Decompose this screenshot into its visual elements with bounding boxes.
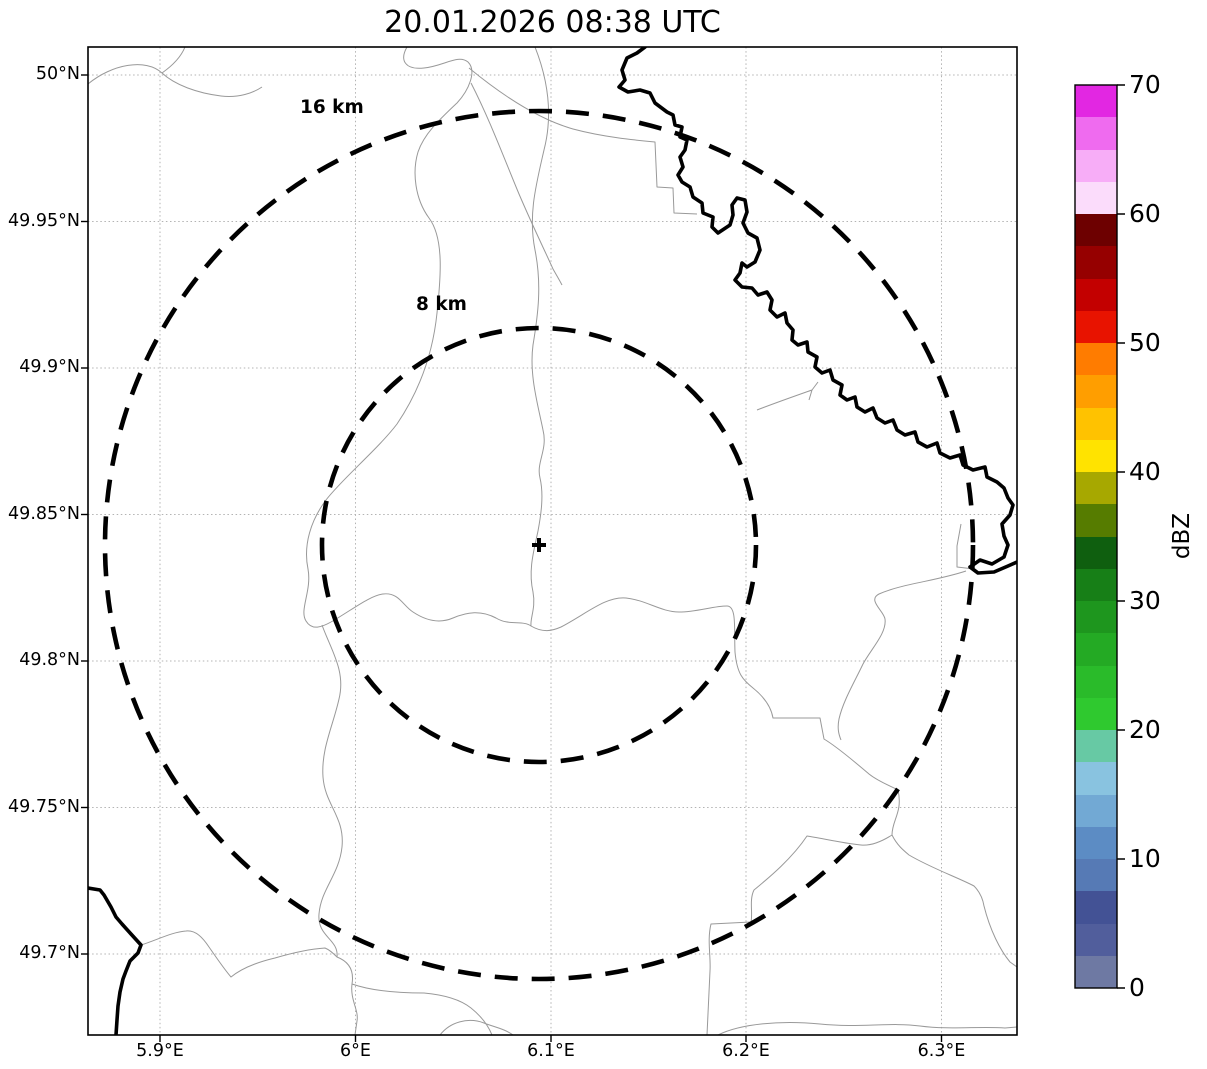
colorbar-band: [1075, 794, 1117, 827]
colorbar-band: [1075, 310, 1117, 343]
range-ring-label-16km: 16 km: [300, 97, 364, 118]
range-ring-16km: [102, 108, 976, 982]
colorbar-band: [1075, 536, 1117, 569]
graticule-grid: [88, 47, 1017, 1035]
figure-title: 20.01.2026 08:38 UTC: [384, 5, 721, 40]
colorbar-band: [1075, 955, 1117, 988]
colorbar-tick-label: 0: [1129, 973, 1145, 1002]
colorbar-band: [1075, 858, 1117, 892]
range-ring-label-8km: 8 km: [416, 294, 467, 315]
axis-ticks: [81, 74, 943, 1042]
colorbar-band: [1075, 471, 1117, 505]
colorbar-tick-label: 50: [1129, 328, 1161, 357]
lon-tick-label: 6.3°E: [917, 1041, 966, 1061]
colorbar-band: [1075, 342, 1117, 376]
lat-tick-label: 49.95°N: [8, 211, 80, 231]
lon-tick-label: 5.9°E: [136, 1041, 184, 1061]
colorbar-band: [1075, 407, 1117, 440]
admin-boundaries: [88, 47, 1017, 1035]
colorbar-axis-label: dBZ: [1169, 512, 1195, 560]
colorbar-tick-label: 20: [1129, 715, 1161, 744]
colorbar-band: [1075, 665, 1117, 698]
lat-tick-label: 49.85°N: [8, 504, 80, 524]
colorbar-band: [1075, 923, 1117, 956]
colorbar-tick-label: 40: [1129, 457, 1161, 486]
colorbar-band: [1075, 729, 1117, 763]
radar-site-cross-icon: [532, 538, 546, 552]
colorbar-band: [1075, 826, 1117, 859]
colorbar-band: [1075, 116, 1117, 150]
lon-tick-label: 6.1°E: [527, 1041, 575, 1061]
colorbar-band: [1075, 697, 1117, 730]
colorbar-tick-label: 10: [1129, 844, 1161, 873]
lat-tick-label: 49.9°N: [19, 357, 80, 377]
colorbar-band: [1075, 890, 1117, 924]
colorbar-band: [1075, 374, 1117, 408]
colorbar-band: [1075, 439, 1117, 472]
colorbar-tick-label: 60: [1129, 199, 1161, 228]
colorbar-band: [1075, 213, 1117, 247]
colorbar-band: [1075, 600, 1117, 634]
colorbar-ticks: [1117, 84, 1125, 989]
colorbar-band: [1075, 181, 1117, 214]
colorbar-tick-label: 30: [1129, 586, 1161, 615]
colorbar-band: [1075, 84, 1117, 118]
plot-frame: [87, 46, 1018, 1036]
colorbar-band: [1075, 761, 1117, 795]
lat-tick-label: 49.7°N: [19, 943, 80, 963]
colorbar-band: [1075, 245, 1117, 279]
colorbar-band: [1075, 632, 1117, 666]
lat-tick-label: 49.75°N: [8, 797, 80, 817]
lat-tick-label: 49.8°N: [19, 650, 80, 670]
colorbar-band: [1075, 568, 1117, 601]
lat-tick-label: 50°N: [35, 64, 80, 84]
range-ring-8km: [319, 325, 759, 765]
colorbar-tick-label: 70: [1129, 70, 1161, 99]
colorbar-band: [1075, 149, 1117, 182]
border-river: [88, 47, 1017, 1035]
colorbar: [1075, 84, 1117, 988]
colorbar-band: [1075, 278, 1117, 311]
colorbar-band: [1075, 503, 1117, 537]
lon-tick-label: 6°E: [340, 1041, 371, 1061]
lon-tick-label: 6.2°E: [722, 1041, 770, 1061]
